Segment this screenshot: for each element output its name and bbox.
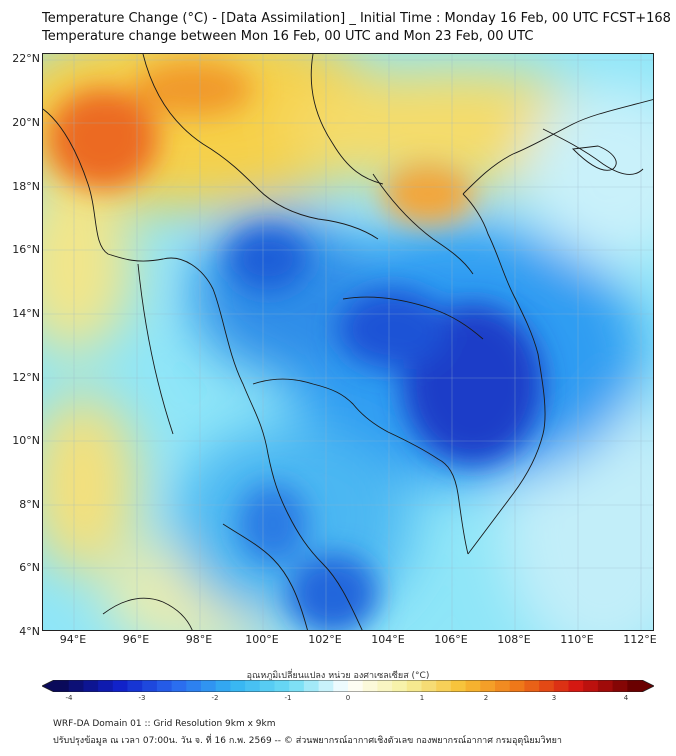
colorbar-cell (348, 680, 364, 692)
lat-label-18: 18°N (12, 180, 40, 193)
lon-label-98: 98°E (185, 633, 213, 646)
colorbar-cell (450, 680, 467, 692)
graticule (43, 54, 653, 630)
lon-label-100: 100°E (245, 633, 279, 646)
colorbar-cell (436, 680, 452, 692)
colorbar-cell (303, 680, 320, 692)
colorbar-cell (68, 680, 84, 692)
temperature-change-map (42, 53, 654, 631)
chart-subtitle: Temperature change between Mon 16 Feb, 0… (42, 29, 534, 44)
lon-label-94: 94°E (59, 633, 87, 646)
colorbar-tick-1: 1 (419, 694, 425, 702)
colorbar-cell (568, 680, 584, 692)
colorbar-cell (406, 680, 422, 692)
colorbar-cell (112, 680, 128, 692)
colorbar-cell (539, 680, 555, 692)
lat-label-12: 12°N (12, 371, 40, 384)
colorbar-cell (83, 680, 99, 692)
colorbar-cell (495, 680, 511, 692)
anomaly-cores (48, 61, 543, 630)
colorbar-cell (377, 680, 393, 692)
lat-label-10: 10°N (12, 434, 40, 447)
colorbar-tick-4: 4 (623, 694, 629, 702)
colorbar-cell (480, 680, 496, 692)
colorbar-max-arrow (642, 680, 654, 692)
lon-label-106: 106°E (434, 633, 468, 646)
footer-model-info: WRF-DA Domain 01 :: Grid Resolution 9km … (53, 719, 276, 729)
colorbar-cell (612, 680, 628, 692)
footer-credit: ปรับปรุงข้อมูล ณ เวลา 07:00น. วัน จ. ที่… (53, 736, 562, 746)
colorbar-cell (583, 680, 599, 692)
colorbar-cell (171, 680, 187, 692)
colorbar-cell (186, 680, 202, 692)
lon-label-96: 96°E (122, 633, 150, 646)
colorbar (42, 680, 654, 692)
colorbar-tick-3: 3 (551, 694, 557, 702)
colorbar-min-arrow (42, 680, 54, 692)
colorbar-cell (245, 680, 261, 692)
colorbar-tick-neg1: -1 (284, 694, 292, 702)
colorbar-cell (627, 680, 643, 692)
lat-label-8: 8°N (19, 498, 40, 511)
colorbar-cell (333, 680, 349, 692)
colorbar-cell (289, 680, 305, 692)
lon-label-110: 110°E (560, 633, 594, 646)
colorbar-cell (553, 680, 569, 692)
colorbar-title: อุณหภูมิเปลี่ยนแปลง หน่วย องศาเซลเซียส (… (246, 671, 430, 681)
colorbar-tick-neg2: -2 (211, 694, 219, 702)
colorbar-cell (127, 680, 143, 692)
lat-label-6: 6°N (19, 561, 40, 574)
colorbar-cell (597, 680, 614, 692)
colorbar-cell (215, 680, 231, 692)
colorbar-cell (421, 680, 437, 692)
lat-label-4: 4°N (19, 625, 40, 638)
colorbar-cell (230, 680, 246, 692)
lat-label-20: 20°N (12, 116, 40, 129)
colorbar-tick-neg4: -4 (65, 694, 73, 702)
colorbar-tick-neg3: -3 (138, 694, 146, 702)
colorbar-cell (465, 680, 481, 692)
colorbar-cell (509, 680, 525, 692)
lat-label-14: 14°N (12, 307, 40, 320)
lat-label-22: 22°N (12, 52, 40, 65)
colorbar-cell (259, 680, 275, 692)
colorbar-cell (142, 680, 158, 692)
coastlines (43, 54, 653, 630)
colorbar-cell (98, 680, 114, 692)
lon-label-108: 108°E (497, 633, 531, 646)
temperature-field (43, 54, 653, 630)
colorbar-cell (201, 680, 217, 692)
lon-label-112: 112°E (623, 633, 657, 646)
colorbar-cell (54, 680, 70, 692)
colorbar-tick-0: 0 (345, 694, 351, 702)
colorbar-cell (318, 680, 334, 692)
chart-title: Temperature Change (°C) - [Data Assimila… (42, 11, 671, 26)
colorbar-cell (362, 680, 378, 692)
colorbar-cell (524, 680, 540, 692)
lon-label-104: 104°E (371, 633, 405, 646)
colorbar-cell (156, 680, 173, 692)
colorbar-cell (392, 680, 408, 692)
colorbar-cell (274, 680, 290, 692)
lat-label-16: 16°N (12, 243, 40, 256)
colorbar-tick-2: 2 (483, 694, 489, 702)
lon-label-102: 102°E (308, 633, 342, 646)
